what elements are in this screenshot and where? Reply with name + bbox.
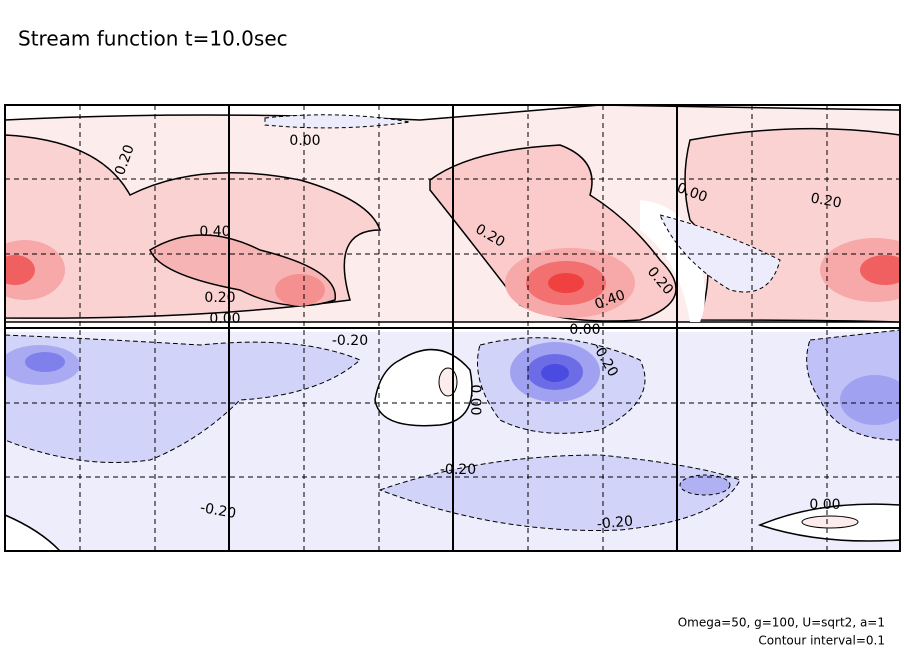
contour-label: 0.00: [809, 497, 840, 513]
contour-label: -0.20: [596, 513, 633, 532]
contour-label: -0.20: [440, 462, 476, 478]
contour-label: -0.20: [199, 500, 237, 522]
contour-label: 0.40: [199, 224, 230, 240]
chart-title: Stream function t=10.0sec: [18, 27, 288, 51]
contour-label: 0.00: [289, 133, 320, 149]
contour-label: 0.00: [467, 384, 483, 415]
frame: [4, 104, 901, 552]
contour-label: 0.00: [569, 322, 600, 338]
footnote: Contour interval=0.1: [758, 634, 885, 648]
grid: [5, 105, 900, 551]
contour-label: 0.20: [809, 190, 842, 211]
contour-label: 0.20: [204, 290, 235, 306]
footnote: Omega=50, g=100, U=sqrt2, a=1: [678, 616, 885, 630]
contour-label: 0.00: [209, 311, 240, 327]
contour-label: -0.20: [332, 333, 368, 349]
